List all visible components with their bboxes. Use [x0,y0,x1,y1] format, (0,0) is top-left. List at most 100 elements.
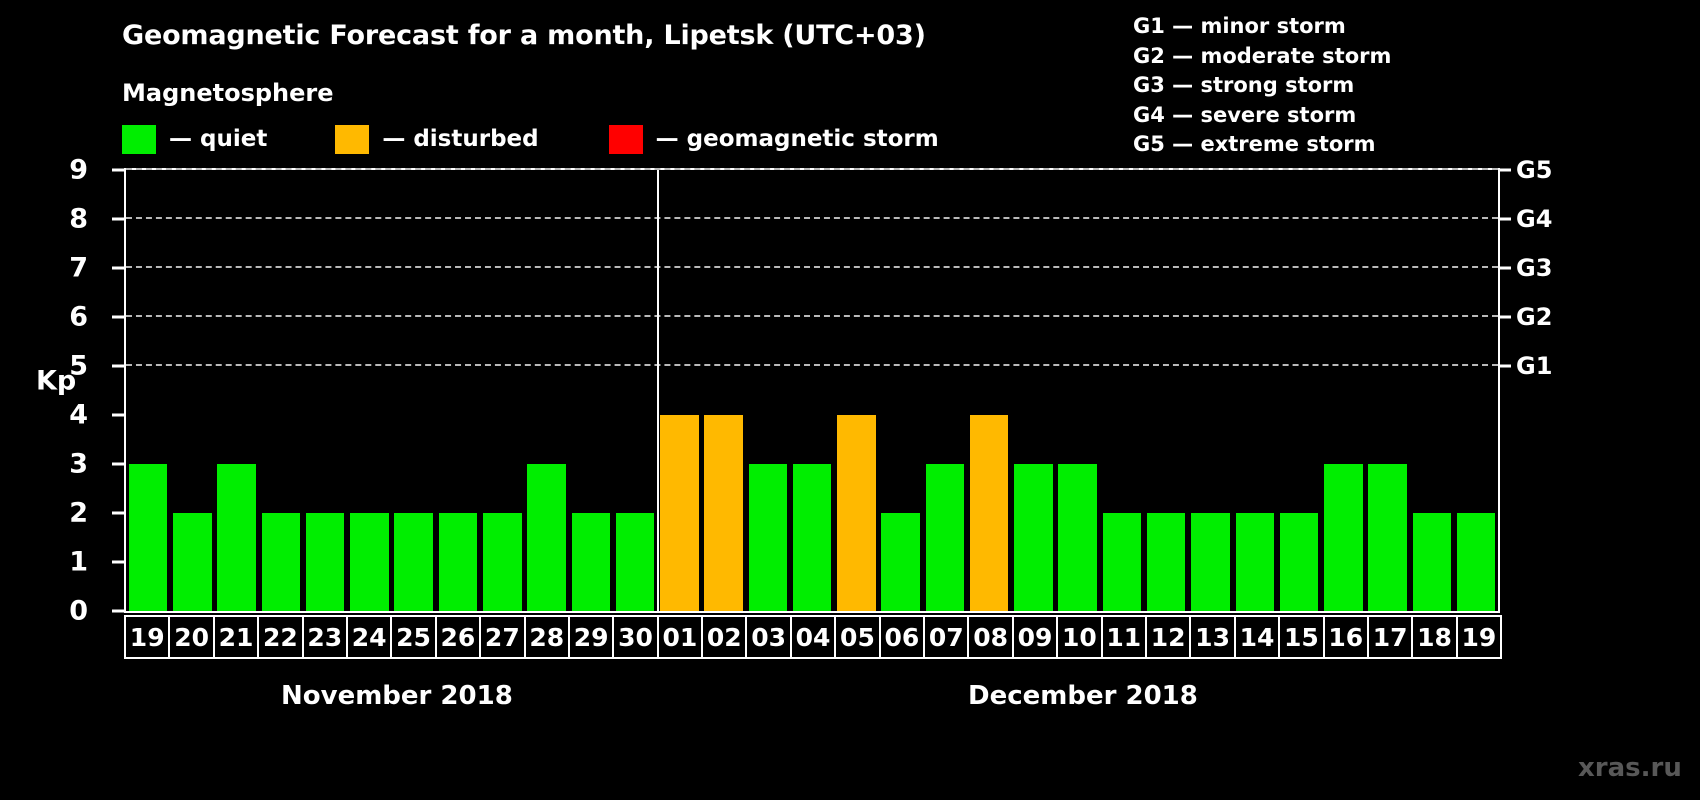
month-caption-december: December 2018 [968,681,1198,711]
date-label-30[interactable]: 19 [1455,615,1503,659]
bar-24[interactable] [350,513,389,611]
bar-28[interactable] [527,464,566,611]
date-axis: 19 20 21 22 23 24 25 26 27 28 29 30 01 02 03 04 05 06 07 08… [124,615,1503,659]
date-label-14[interactable]: 03 [745,615,792,659]
bar-26[interactable] [438,513,478,611]
bar-27[interactable] [483,513,522,611]
y-axis-tick-mark [112,364,124,368]
bar-09[interactable] [1014,464,1053,611]
bar-29[interactable] [571,513,611,611]
bar-slot [1321,170,1365,611]
date-label-8[interactable]: 27 [479,615,526,659]
date-label-18[interactable]: 07 [923,615,970,659]
date-label-12[interactable]: 01 [656,615,704,659]
bar-06[interactable] [881,513,920,611]
date-label-29[interactable]: 18 [1411,615,1458,659]
bar-21[interactable] [217,464,256,611]
bar-11[interactable] [1102,513,1142,611]
legend-swatch-disturbed [335,124,370,154]
g-axis-tick-mark [1500,168,1511,172]
y-axis-tick-label: 6 [69,301,88,333]
bar-slot [303,170,347,611]
date-label-23[interactable]: 12 [1144,615,1192,659]
y-axis-title: Kp [36,365,77,397]
bar-slot [657,170,701,611]
legend: — quiet — disturbed — geomagnetic storm [122,122,939,156]
date-label-24[interactable]: 13 [1189,615,1236,659]
date-label-5[interactable]: 24 [345,615,393,659]
bar-slot [524,170,568,611]
watermark: xras.ru [1578,753,1682,783]
bar-30[interactable] [615,513,655,611]
bar-slot [1188,170,1232,611]
y-axis-tick-label: 1 [69,546,88,578]
bar-23[interactable] [305,513,345,611]
y-axis-tick-label: 9 [69,154,88,186]
bar-03[interactable] [748,464,788,611]
bar-19[interactable] [1456,513,1496,611]
date-label-16[interactable]: 05 [834,615,881,659]
bar-02[interactable] [704,415,743,611]
bar-16[interactable] [1324,464,1363,611]
bar-14[interactable] [1235,513,1275,611]
bar-18[interactable] [1412,513,1452,611]
bar-slot [701,170,745,611]
bar-08[interactable] [969,415,1009,611]
y-axis-tick-label: 3 [69,448,88,480]
bar-slot [569,170,613,611]
plot-inner [126,168,1498,611]
y-axis-tick-mark [112,511,124,515]
storm-key-line-g5: G5 — extreme storm [1133,132,1376,156]
g-axis-tick-label-g3: G3 [1516,254,1553,282]
date-label-4[interactable]: 23 [301,615,348,659]
date-label-15[interactable]: 04 [789,615,837,659]
y-axis-tick-mark [112,609,124,613]
y-axis-tick-mark [112,266,124,270]
date-label-22[interactable]: 11 [1100,615,1147,659]
bar-07[interactable] [925,464,965,611]
date-label-27[interactable]: 16 [1322,615,1369,659]
y-axis-tick-label: 4 [69,399,88,431]
bar-17[interactable] [1368,464,1407,611]
bar-slot [834,170,878,611]
bar-slot [1056,170,1100,611]
bar-slot [170,170,214,611]
bar-22[interactable] [261,513,301,611]
date-label-13[interactable]: 02 [701,615,748,659]
date-label-26[interactable]: 15 [1278,615,1325,659]
bar-19[interactable] [128,464,168,611]
bar-05[interactable] [837,415,876,611]
bar-slot [1410,170,1454,611]
date-label-11[interactable]: 30 [612,615,659,659]
g-axis-tick-label-g2: G2 [1516,303,1553,331]
gridline [126,168,1498,170]
date-label-2[interactable]: 21 [212,615,260,659]
date-label-19[interactable]: 08 [967,615,1014,659]
date-label-20[interactable]: 09 [1011,615,1059,659]
date-label-3[interactable]: 22 [257,615,304,659]
date-label-9[interactable]: 28 [523,615,570,659]
date-label-17[interactable]: 06 [878,615,926,659]
date-label-7[interactable]: 26 [434,615,482,659]
date-label-25[interactable]: 14 [1233,615,1281,659]
bar-25[interactable] [394,513,433,611]
bar-13[interactable] [1191,513,1230,611]
bar-slot [1233,170,1277,611]
date-label-28[interactable]: 17 [1366,615,1414,659]
date-label-0[interactable]: 19 [124,615,171,659]
bar-20[interactable] [173,513,212,611]
bar-12[interactable] [1146,513,1186,611]
y-axis-tick-mark [112,217,124,221]
bar-slot [126,170,170,611]
date-label-1[interactable]: 20 [168,615,215,659]
y-axis-tick-mark [112,560,124,564]
y-axis-tick-mark [112,413,124,417]
date-label-6[interactable]: 25 [390,615,437,659]
bar-04[interactable] [792,464,832,611]
bar-10[interactable] [1058,464,1097,611]
bar-01[interactable] [660,415,699,611]
date-label-10[interactable]: 29 [567,615,615,659]
date-label-21[interactable]: 10 [1056,615,1103,659]
bar-15[interactable] [1279,513,1319,611]
month-divider [657,170,660,611]
